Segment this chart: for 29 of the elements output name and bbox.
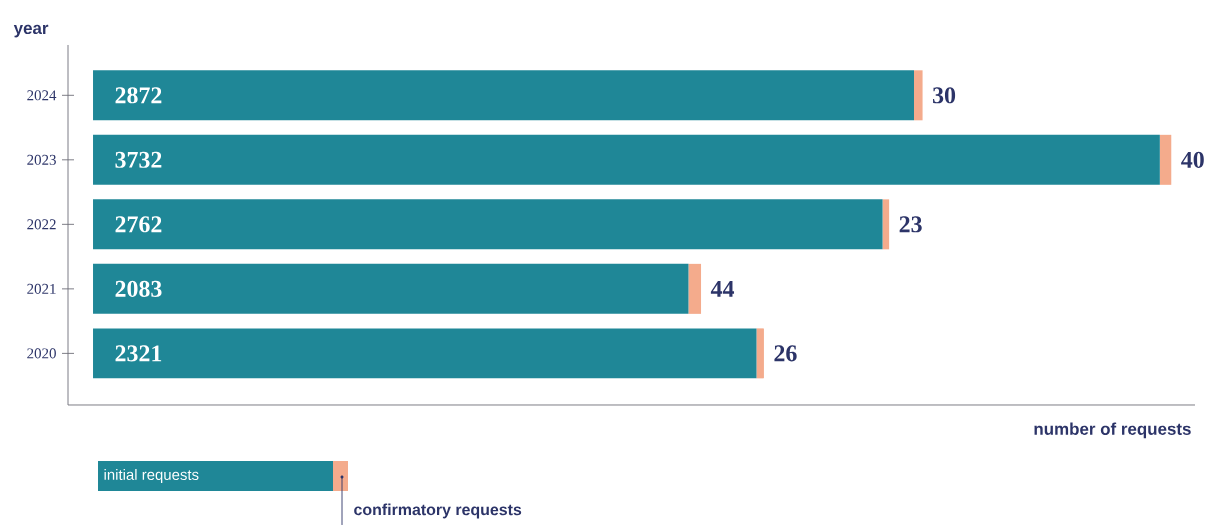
data-label: 40 [1181,151,1204,168]
data-label: 44 [710,280,735,297]
text: initial requests [104,469,199,483]
bar [882,199,890,250]
bar [756,328,764,379]
data-label: 23 [899,216,922,233]
data-label: 30 [933,87,956,104]
y-axis-title: year [13,24,49,38]
data-label: 3732 [115,151,162,168]
y-tick-label: 2024 [27,90,57,101]
bar [93,70,914,121]
bar [688,263,702,314]
data-label: 2321 [115,345,162,362]
data-label: 2083 [115,280,162,297]
data-label: 2872 [115,87,162,104]
bar [93,199,883,250]
bar [93,263,689,314]
bar [93,134,1160,185]
legend-label: confirmatory requests [354,503,522,519]
y-tick-label: 2022 [27,219,56,230]
y-tick-label: 2023 [27,154,56,165]
y-tick-label: 2020 [27,348,56,359]
y-tick-label: 2021 [27,283,56,294]
bar [1159,134,1172,185]
data-label: 26 [774,345,797,362]
data-label: 2762 [115,216,162,233]
bar [93,328,757,379]
bar [914,70,923,121]
x-axis-title: number of requests [1034,422,1191,439]
